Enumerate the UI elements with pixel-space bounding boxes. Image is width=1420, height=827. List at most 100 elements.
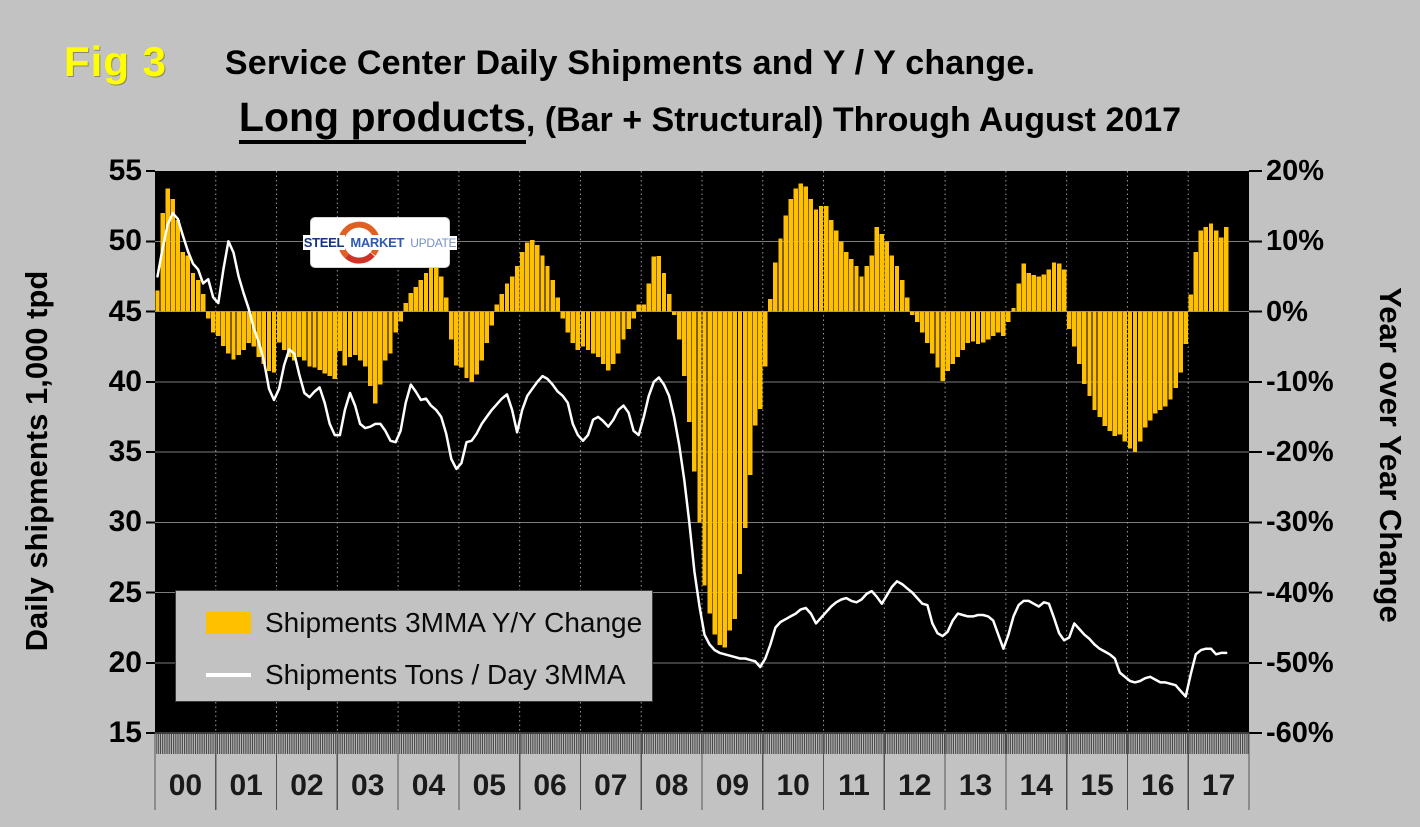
yoy-bar bbox=[975, 311, 981, 344]
yoy-bar bbox=[1132, 311, 1138, 452]
yoy-bar bbox=[1198, 230, 1204, 312]
logo-word-steel: STEEL bbox=[302, 235, 346, 250]
yoy-bar bbox=[271, 311, 277, 373]
legend-item-bars: Shipments 3MMA Y/Y Change bbox=[176, 597, 652, 649]
right-axis-tick-label: 10% bbox=[1266, 225, 1325, 258]
yoy-bar bbox=[1178, 311, 1183, 373]
yoy-bar bbox=[575, 311, 581, 351]
yoy-bar bbox=[418, 279, 424, 312]
yoy-bar bbox=[803, 186, 809, 312]
x-axis-year-label: 15 bbox=[1080, 769, 1114, 802]
yoy-bar bbox=[373, 311, 378, 404]
yoy-bar bbox=[155, 290, 160, 312]
yoy-bar bbox=[1001, 311, 1006, 337]
yoy-bar bbox=[742, 311, 748, 528]
yoy-bar bbox=[545, 265, 550, 312]
yoy-bar bbox=[1056, 263, 1062, 312]
yoy-bar bbox=[550, 279, 555, 312]
yoy-bar bbox=[920, 311, 925, 333]
yoy-bar bbox=[388, 311, 393, 354]
yoy-bar bbox=[692, 311, 697, 472]
yoy-bar bbox=[195, 279, 201, 312]
yoy-bar bbox=[808, 199, 814, 312]
yoy-bar bbox=[1173, 311, 1178, 389]
yoy-bar bbox=[1193, 251, 1199, 312]
left-axis-tick-label: 35 bbox=[108, 435, 142, 468]
yoy-bar bbox=[332, 311, 338, 379]
yoy-bar bbox=[1041, 274, 1047, 312]
yoy-bar bbox=[1137, 311, 1143, 442]
yoy-bar bbox=[555, 297, 560, 312]
yoy-bar bbox=[570, 311, 576, 344]
yoy-bar bbox=[813, 209, 819, 312]
legend-line-swatch bbox=[206, 673, 251, 677]
yoy-bar bbox=[276, 311, 282, 343]
yoy-bar bbox=[758, 311, 763, 410]
right-axis-tick-label: -10% bbox=[1266, 365, 1334, 398]
yoy-bar bbox=[1163, 311, 1168, 407]
yoy-bar bbox=[479, 311, 484, 361]
left-axis-tick-label: 20 bbox=[108, 645, 142, 679]
yoy-bar bbox=[651, 256, 657, 312]
yoy-bar bbox=[980, 311, 986, 343]
yoy-bar bbox=[763, 311, 768, 367]
logo-text: STEEL MARKET UPDATE bbox=[302, 218, 458, 267]
yoy-bar bbox=[565, 311, 570, 333]
yoy-bar bbox=[540, 255, 545, 312]
yoy-bar bbox=[778, 238, 783, 312]
yoy-bar bbox=[768, 298, 773, 312]
yoy-bar bbox=[1183, 311, 1188, 344]
yoy-bar bbox=[438, 276, 444, 312]
yoy-bar bbox=[190, 272, 196, 312]
yoy-bar bbox=[484, 311, 489, 344]
yoy-bar bbox=[909, 311, 915, 316]
yoy-bar bbox=[236, 311, 241, 356]
yoy-bar bbox=[1208, 223, 1214, 312]
yoy-bar bbox=[398, 311, 403, 322]
yoy-bar bbox=[788, 199, 793, 312]
yoy-bar bbox=[408, 293, 413, 312]
legend-bar-label: Shipments 3MMA Y/Y Change bbox=[265, 607, 643, 638]
yoy-bar bbox=[469, 311, 474, 382]
yoy-bar bbox=[601, 311, 606, 365]
left-axis-tick-label: 15 bbox=[108, 716, 142, 749]
yoy-bar bbox=[454, 311, 459, 366]
yoy-bar bbox=[1168, 311, 1173, 400]
yoy-bar bbox=[530, 239, 535, 312]
yoy-bar bbox=[671, 311, 677, 316]
yoy-bar bbox=[423, 272, 429, 312]
yoy-bar bbox=[1148, 311, 1153, 421]
yoy-bar bbox=[231, 311, 236, 360]
yoy-bar bbox=[560, 311, 565, 319]
yoy-bar bbox=[636, 304, 641, 312]
yoy-bar bbox=[996, 311, 1001, 333]
yoy-bar bbox=[849, 258, 854, 312]
yoy-bar bbox=[606, 311, 611, 371]
yoy-bar bbox=[504, 283, 510, 312]
yoy-bar bbox=[874, 227, 879, 312]
yoy-bar bbox=[585, 311, 591, 351]
x-axis-year-label: 07 bbox=[594, 769, 628, 802]
legend: Shipments 3MMA Y/Y Change Shipments Tons… bbox=[175, 590, 653, 702]
legend-line-label: Shipments Tons / Day 3MMA bbox=[265, 659, 626, 690]
yoy-bar bbox=[403, 303, 408, 312]
yoy-bar bbox=[160, 213, 165, 312]
yoy-bar bbox=[357, 311, 363, 361]
right-axis-tick-label: -60% bbox=[1266, 717, 1334, 749]
yoy-bar bbox=[955, 311, 960, 358]
yoy-bar bbox=[170, 199, 175, 312]
right-axis-tick-label: 0% bbox=[1266, 295, 1308, 328]
yoy-bar bbox=[292, 311, 297, 361]
yoy-bar bbox=[717, 311, 722, 646]
yoy-bar bbox=[1127, 311, 1133, 449]
yoy-bar bbox=[590, 311, 596, 354]
x-axis-year-label: 17 bbox=[1201, 769, 1236, 802]
yoy-bar bbox=[1153, 311, 1158, 414]
yoy-bar bbox=[1102, 311, 1107, 427]
yoy-bar bbox=[428, 266, 434, 312]
yoy-bar bbox=[1072, 311, 1077, 347]
logo-word-update: UPDATE bbox=[409, 235, 458, 250]
yoy-bar bbox=[1006, 311, 1011, 323]
yoy-bar bbox=[180, 251, 186, 312]
